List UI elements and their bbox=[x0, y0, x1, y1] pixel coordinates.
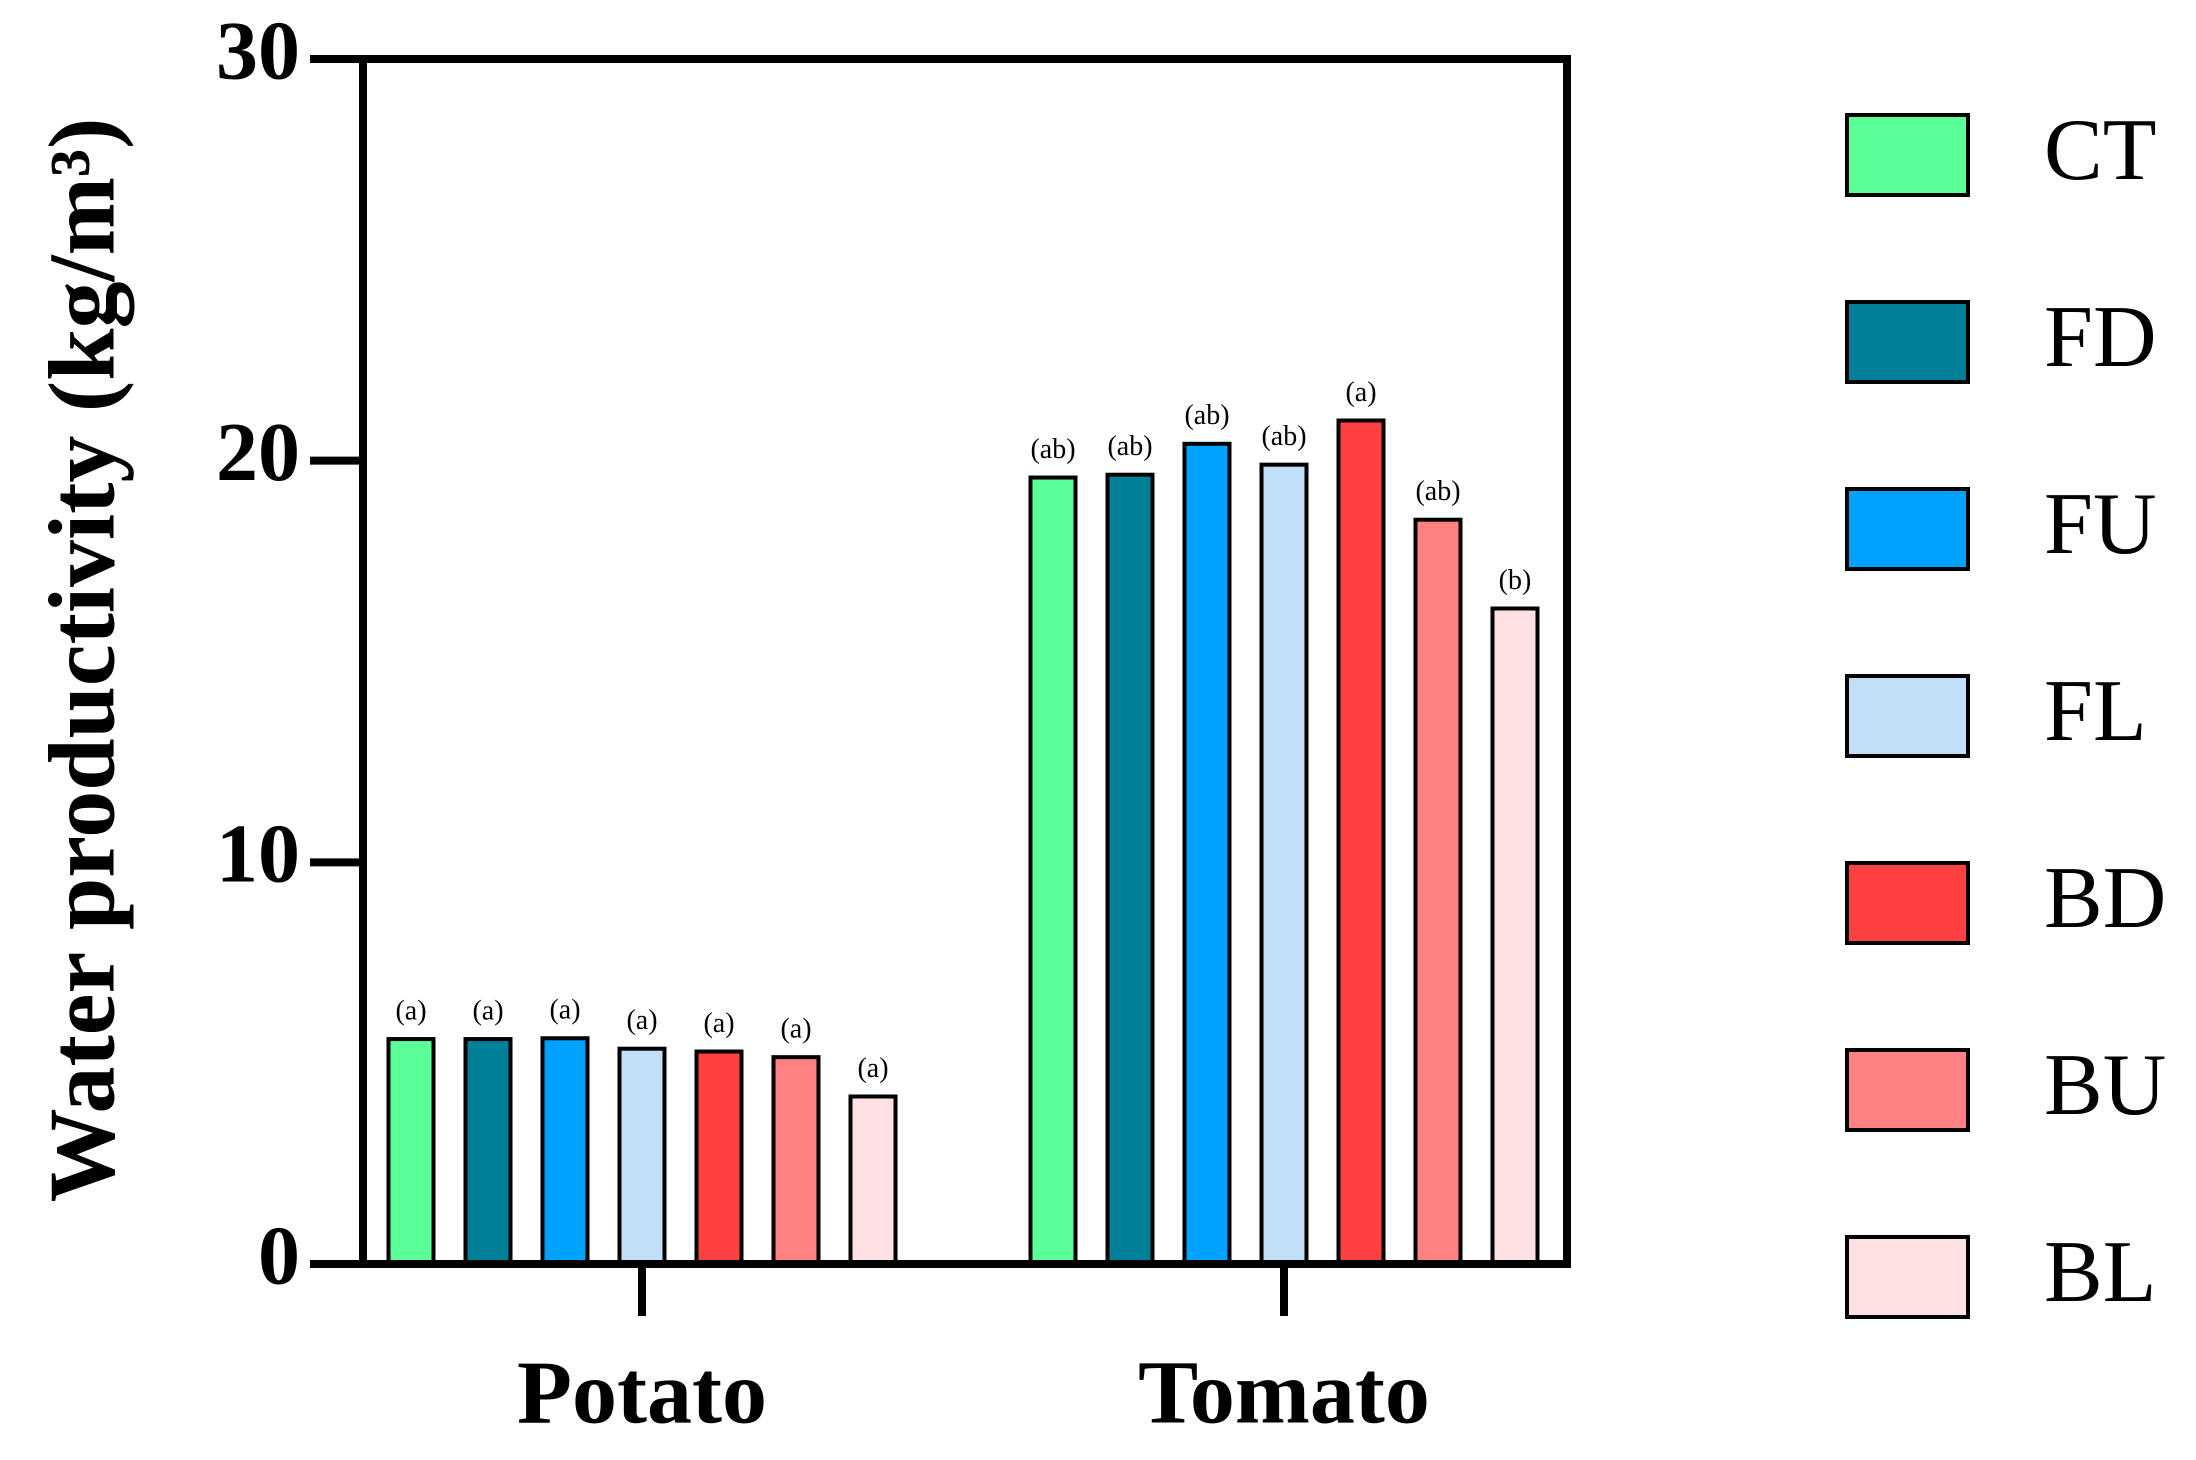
legend-label: BL bbox=[2044, 1224, 2156, 1321]
annotation: (a) bbox=[780, 1014, 811, 1045]
axes-frame bbox=[359, 55, 1571, 1268]
bar bbox=[540, 1036, 590, 1266]
bar bbox=[771, 1055, 821, 1267]
x-tick-label: Tomato bbox=[1138, 1344, 1430, 1443]
bar bbox=[1182, 441, 1232, 1266]
legend-swatch bbox=[1845, 861, 1970, 945]
annotation: (ab) bbox=[1415, 476, 1460, 507]
bar bbox=[1336, 418, 1386, 1266]
bar bbox=[1490, 606, 1540, 1266]
legend-swatch bbox=[1845, 674, 1970, 758]
bar bbox=[463, 1037, 513, 1266]
annotation: (b) bbox=[1499, 565, 1532, 596]
y-tick-label: 0 bbox=[258, 1209, 300, 1302]
y-axis-label: Water productivity (kg/m³) bbox=[31, 118, 135, 1203]
x-tick-label: Potato bbox=[517, 1344, 767, 1443]
legend-label: FD bbox=[2044, 289, 2157, 386]
legend-swatch bbox=[1845, 1235, 1970, 1319]
annotation: (ab) bbox=[1261, 421, 1306, 452]
legend-label: FU bbox=[2044, 476, 2157, 573]
annotation: (a) bbox=[1345, 377, 1376, 408]
legend-swatch bbox=[1845, 1048, 1970, 1132]
annotation: (a) bbox=[549, 995, 580, 1026]
bar bbox=[694, 1049, 744, 1266]
legend-swatch bbox=[1845, 113, 1970, 197]
bar bbox=[1105, 472, 1155, 1267]
annotation: (a) bbox=[626, 1005, 657, 1036]
annotation: (a) bbox=[395, 995, 426, 1026]
legend-label: BD bbox=[2044, 850, 2166, 947]
bar bbox=[848, 1094, 898, 1266]
bar bbox=[1028, 475, 1078, 1266]
annotation: (ab) bbox=[1107, 431, 1152, 462]
annotation: (a) bbox=[703, 1008, 734, 1039]
legend-label: BU bbox=[2044, 1037, 2166, 1134]
y-tick-label: 10 bbox=[216, 808, 300, 901]
annotation: (a) bbox=[857, 1053, 888, 1084]
bar bbox=[1259, 462, 1309, 1266]
bar bbox=[1413, 517, 1463, 1266]
y-tick-label: 30 bbox=[216, 4, 300, 97]
annotation: (ab) bbox=[1030, 434, 1075, 465]
y-tick-label: 20 bbox=[216, 406, 300, 499]
legend-swatch bbox=[1845, 487, 1970, 571]
legend-label: FL bbox=[2044, 663, 2147, 760]
bar bbox=[386, 1037, 436, 1266]
legend-swatch bbox=[1845, 300, 1970, 384]
legend-label: CT bbox=[2044, 102, 2156, 199]
bar bbox=[617, 1046, 667, 1266]
annotation: (a) bbox=[472, 995, 503, 1026]
annotation: (ab) bbox=[1184, 400, 1229, 431]
